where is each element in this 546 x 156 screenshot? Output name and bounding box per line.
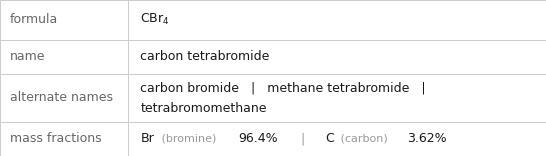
Text: formula: formula — [10, 13, 58, 26]
Text: CBr$_4$: CBr$_4$ — [140, 12, 170, 27]
Text: carbon bromide   |   methane tetrabromide   |: carbon bromide | methane tetrabromide | — [140, 82, 426, 95]
Text: tetrabromomethane: tetrabromomethane — [140, 102, 267, 115]
Text: |: | — [289, 132, 317, 145]
Text: (bromine): (bromine) — [158, 134, 220, 144]
Text: 3.62%: 3.62% — [407, 132, 447, 145]
Text: alternate names: alternate names — [10, 91, 113, 104]
Text: mass fractions: mass fractions — [10, 132, 102, 145]
Text: carbon tetrabromide: carbon tetrabromide — [140, 50, 270, 63]
Text: name: name — [10, 50, 45, 63]
Text: (carbon): (carbon) — [337, 134, 391, 144]
Text: Br: Br — [140, 132, 154, 145]
Text: C: C — [325, 132, 334, 145]
Text: 96.4%: 96.4% — [238, 132, 277, 145]
